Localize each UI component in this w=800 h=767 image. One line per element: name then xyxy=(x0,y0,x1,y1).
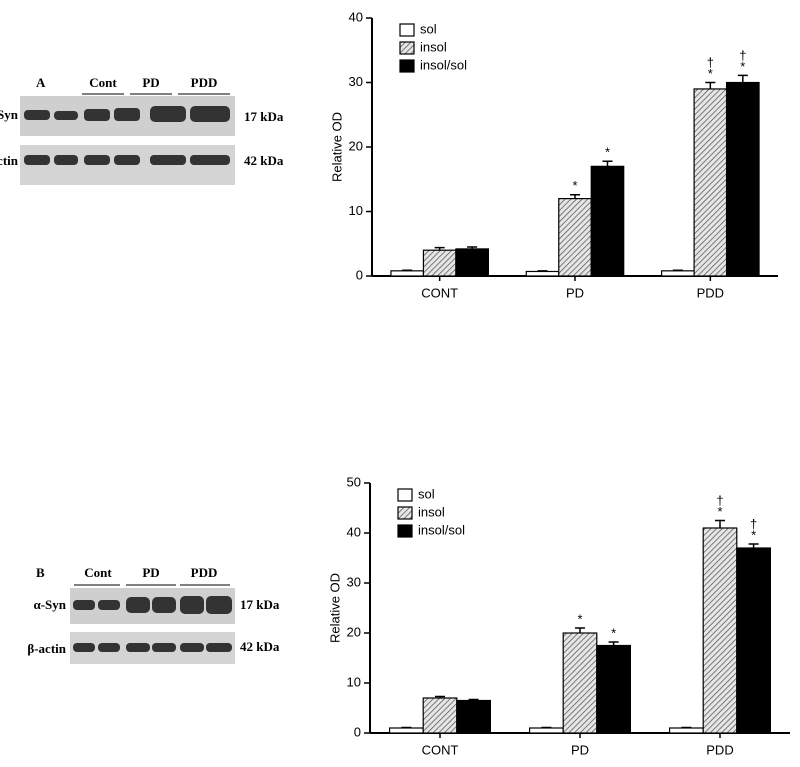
bar xyxy=(590,165,625,277)
legend-swatch xyxy=(399,41,415,55)
bar xyxy=(422,697,458,734)
legend-label: insol xyxy=(418,504,445,519)
panel-letter: A xyxy=(36,75,46,90)
error-bar xyxy=(570,193,580,199)
significance-mark: * xyxy=(577,611,582,626)
x-tick-label: PDD xyxy=(706,742,733,757)
error-bar xyxy=(468,698,479,701)
error-bar xyxy=(602,160,613,167)
blot-b: B Cont PD PDD α-Syn β-actin 17 kDa 42 kD… xyxy=(27,565,280,664)
error-bar xyxy=(575,627,585,633)
bar xyxy=(455,248,489,277)
x-tick-label: PD xyxy=(566,285,584,300)
group-label: PDD xyxy=(191,565,218,580)
size-label: 42 kDa xyxy=(244,153,284,168)
bar xyxy=(389,727,424,734)
x-tick-label: PD xyxy=(571,742,589,757)
significance-mark: * xyxy=(708,66,713,81)
y-tick-label: 10 xyxy=(347,674,361,689)
bar xyxy=(558,198,592,277)
error-bar xyxy=(608,641,619,646)
error-bar xyxy=(715,519,725,528)
error-bar xyxy=(401,726,412,729)
x-tick-label: CONT xyxy=(421,285,458,300)
error-bar xyxy=(748,543,759,548)
bar xyxy=(596,644,631,734)
bar xyxy=(725,81,760,277)
significance-mark: † xyxy=(750,516,757,531)
row-label: β-actin xyxy=(0,153,19,168)
bar xyxy=(525,270,560,277)
row-label: α-Syn xyxy=(33,597,66,612)
legend-label: sol xyxy=(418,486,435,501)
y-tick-label: 40 xyxy=(349,9,363,24)
bar xyxy=(390,270,425,277)
legend-swatch xyxy=(397,524,413,538)
bar xyxy=(693,88,728,277)
significance-mark: * xyxy=(751,527,756,542)
group-label: PD xyxy=(142,75,159,90)
x-tick-label: CONT xyxy=(422,742,459,757)
group-label: Cont xyxy=(84,565,112,580)
bar xyxy=(528,727,564,734)
error-bar xyxy=(467,246,478,249)
y-tick-label: 30 xyxy=(349,74,363,89)
y-tick-label: 0 xyxy=(356,267,363,282)
legend-swatch xyxy=(397,506,413,520)
x-tick-label: PDD xyxy=(697,285,724,300)
legend-label: sol xyxy=(420,21,437,36)
size-label: 17 kDa xyxy=(240,597,280,612)
error-bar xyxy=(537,270,548,272)
row-label: β-actin xyxy=(27,641,66,656)
error-bar xyxy=(705,81,716,89)
error-bar xyxy=(402,269,413,271)
error-bar xyxy=(435,695,445,698)
group-label: PDD xyxy=(191,75,218,90)
error-bar xyxy=(681,726,692,729)
legend-swatch xyxy=(399,23,415,37)
y-tick-label: 20 xyxy=(349,138,363,153)
significance-mark: † xyxy=(739,48,746,63)
bar xyxy=(422,249,457,277)
y-tick-label: 40 xyxy=(347,524,361,539)
y-tick-label: 10 xyxy=(349,203,363,218)
bar xyxy=(562,632,598,734)
significance-mark: † xyxy=(707,55,714,70)
error-bar xyxy=(737,74,748,83)
group-label: Cont xyxy=(89,75,117,90)
error-bar xyxy=(672,269,683,271)
significance-mark: * xyxy=(605,145,610,160)
error-bar xyxy=(541,726,552,729)
significance-mark: † xyxy=(716,493,723,508)
legend-label: insol xyxy=(420,39,447,54)
y-axis-label: Relative OD xyxy=(329,112,344,182)
legend-swatch xyxy=(397,488,413,502)
significance-mark: * xyxy=(740,59,745,74)
panel-letter: B xyxy=(36,565,45,580)
row-label: α-Syn xyxy=(0,107,19,122)
size-label: 17 kDa xyxy=(244,109,284,124)
y-axis-label: Relative OD xyxy=(327,573,342,643)
bar xyxy=(668,727,704,734)
significance-mark: * xyxy=(572,178,577,193)
bar xyxy=(702,527,738,734)
bar xyxy=(736,547,771,734)
error-bar xyxy=(434,246,445,251)
legend-label: insol/sol xyxy=(420,57,467,72)
significance-mark: * xyxy=(717,504,722,519)
legend-swatch xyxy=(399,59,415,73)
legend-label: insol/sol xyxy=(418,522,465,537)
y-tick-label: 20 xyxy=(347,624,361,639)
bar xyxy=(661,270,695,277)
group-label: PD xyxy=(142,565,159,580)
y-tick-label: 50 xyxy=(347,474,361,489)
significance-mark: * xyxy=(611,625,616,640)
size-label: 42 kDa xyxy=(240,639,280,654)
y-tick-label: 30 xyxy=(347,574,361,589)
y-tick-label: 0 xyxy=(354,724,361,739)
bar xyxy=(456,699,491,734)
blot-a: A Cont PD PDD α-Syn β-actin 17 kDa 42 kD… xyxy=(0,75,284,185)
